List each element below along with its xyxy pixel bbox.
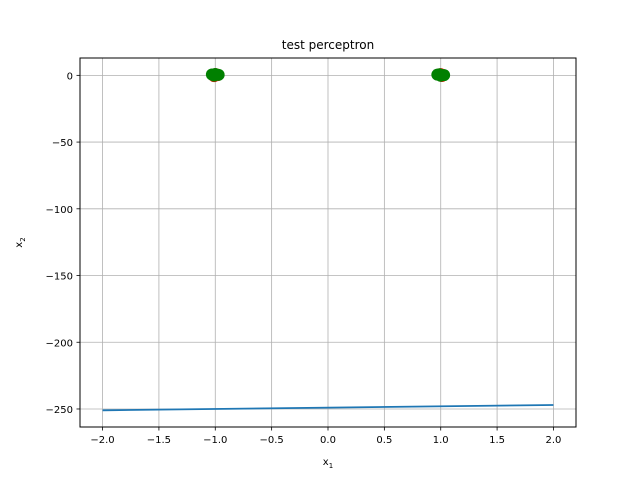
x-axis-label-base: x	[323, 457, 329, 468]
x-tick-label: 0.0	[320, 435, 336, 446]
scatter-point	[208, 69, 221, 82]
y-tick-label: 0	[67, 71, 73, 82]
x-axis-label-subscript: 1	[329, 462, 333, 470]
ticks: −2.0 −1.5 −1.0 −0.5 0.0 0.5 1.0 1.5 2.0 0 −50 −100 −…	[46, 71, 562, 446]
x-tick-label: −1.5	[147, 435, 171, 446]
x-tick-label: 1.0	[433, 435, 449, 446]
x-axis-label: x1	[323, 457, 333, 470]
y-tick-label: −150	[46, 272, 73, 283]
y-tick-label: −250	[46, 405, 73, 416]
y-axis-label-subscript: 2	[19, 237, 27, 241]
x-tick-label: 0.5	[376, 435, 392, 446]
scatter-point	[433, 68, 446, 81]
x-tick-label: −2.0	[90, 435, 114, 446]
x-tick-label: 2.0	[546, 435, 562, 446]
y-axis-label: x2	[14, 237, 27, 247]
y-tick-label: −100	[46, 205, 73, 216]
x-tick-label: −1.0	[203, 435, 227, 446]
chart-title: test perceptron	[282, 38, 374, 52]
y-axis-label-base: x	[14, 242, 25, 248]
x-tick-label: 1.5	[489, 435, 505, 446]
decision-boundary-line	[102, 404, 554, 412]
y-tick-label: −50	[52, 138, 73, 149]
grid	[80, 58, 576, 427]
y-tick-label: −200	[46, 338, 73, 349]
plot-data	[102, 68, 554, 412]
x-tick-label: −0.5	[259, 435, 283, 446]
